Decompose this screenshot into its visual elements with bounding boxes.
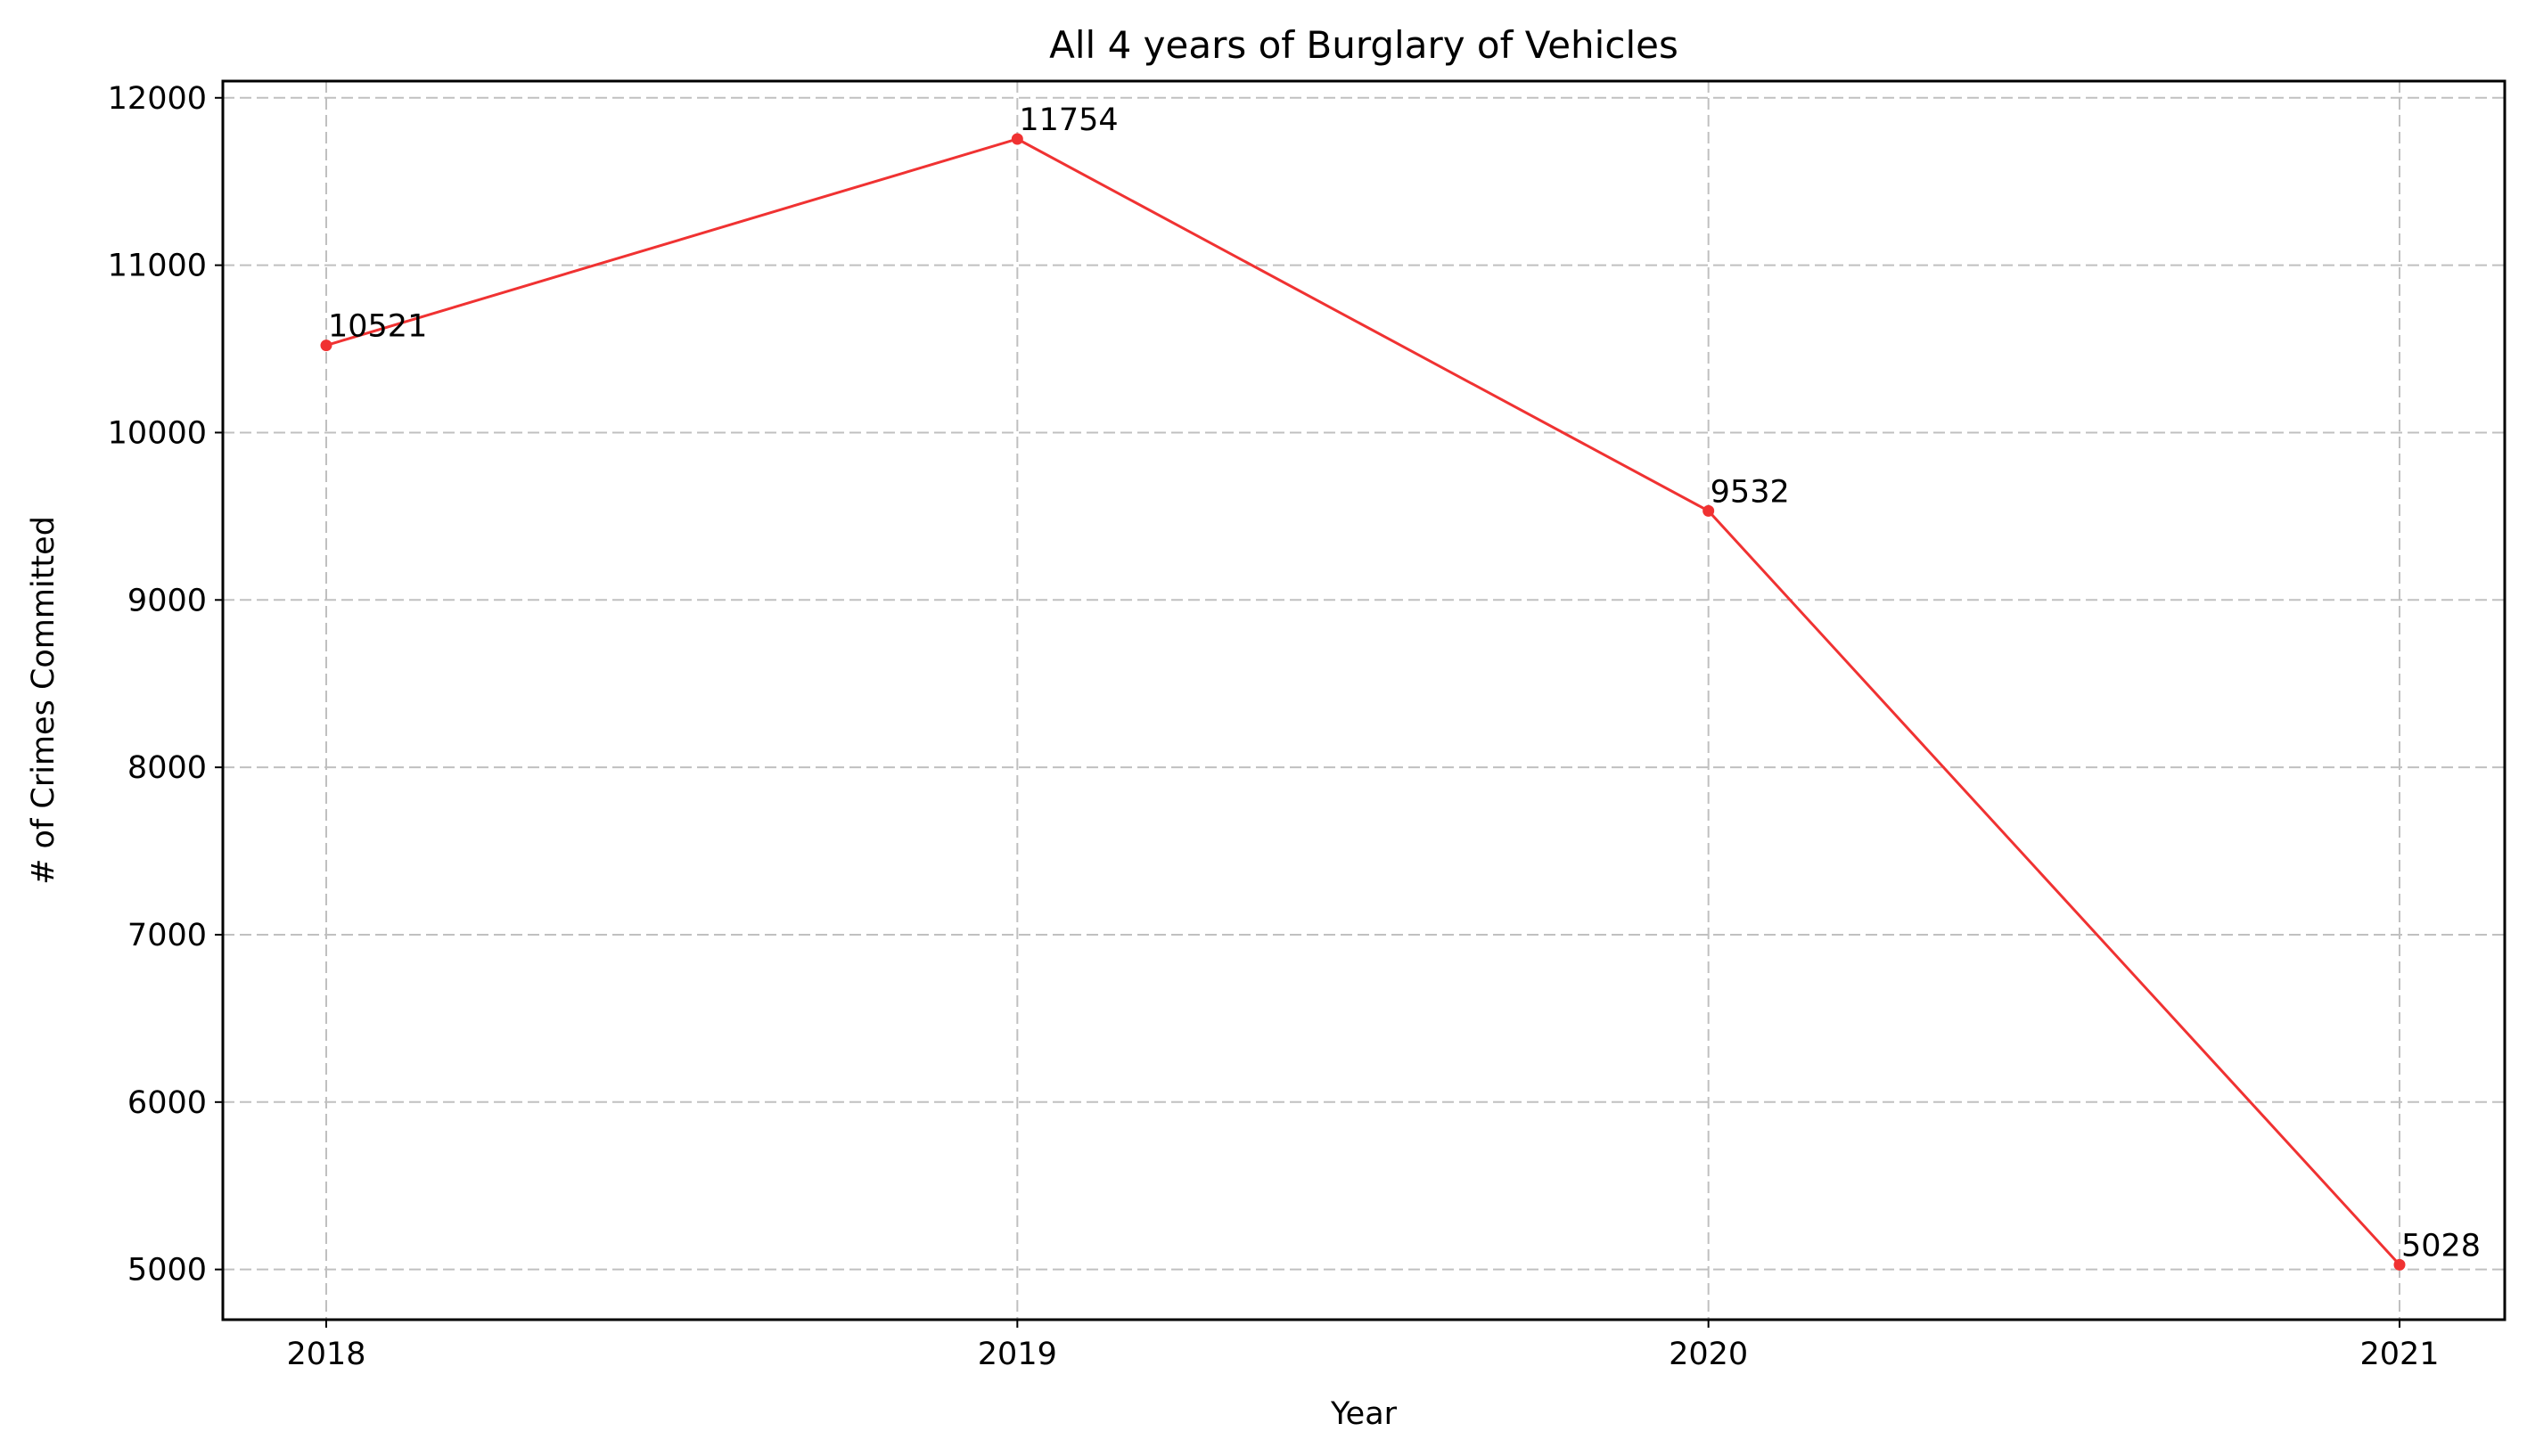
data-point bbox=[320, 339, 332, 352]
data-point bbox=[2393, 1258, 2406, 1271]
grid-layer bbox=[223, 81, 2505, 1320]
chart-title: All 4 years of Burglary of Vehicles bbox=[1049, 23, 1678, 67]
series-layer bbox=[320, 133, 2406, 1271]
y-tick-label: 12000 bbox=[108, 81, 207, 117]
x-tick-label: 2018 bbox=[286, 1337, 365, 1372]
series-line bbox=[325, 137, 2401, 1266]
y-axis-label: # of Crimes Committed bbox=[26, 516, 62, 885]
y-tick-label: 8000 bbox=[127, 750, 207, 786]
y-tick-label: 9000 bbox=[127, 583, 207, 618]
plot-area-frame bbox=[221, 79, 2506, 1321]
data-label: 5028 bbox=[2401, 1228, 2481, 1264]
data-point bbox=[1702, 504, 1715, 517]
y-tick-label: 10000 bbox=[108, 415, 207, 451]
y-tick-label: 11000 bbox=[108, 249, 207, 284]
data-label: 9532 bbox=[1711, 474, 1790, 510]
y-tick-label: 5000 bbox=[127, 1253, 207, 1288]
x-tick-label: 2020 bbox=[1669, 1337, 1748, 1372]
x-tick-label: 2019 bbox=[978, 1337, 1057, 1372]
y-tick-label: 7000 bbox=[127, 918, 207, 953]
data-label: 10521 bbox=[328, 309, 427, 345]
data-label: 11754 bbox=[1019, 102, 1118, 138]
x-tick-label: 2021 bbox=[2359, 1337, 2439, 1372]
data-labels-layer: 10521 11754 9532 5028 bbox=[328, 102, 2481, 1264]
data-point bbox=[1011, 133, 1023, 145]
y-tick-label: 6000 bbox=[127, 1085, 207, 1121]
x-axis-label: Year bbox=[1330, 1396, 1398, 1432]
ticks-layer: 5000 6000 7000 8000 9000 10000 11000 12000 2018 2… bbox=[108, 81, 2440, 1372]
